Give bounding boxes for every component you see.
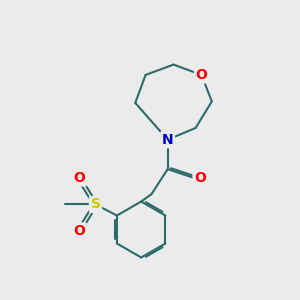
Text: N: N bbox=[162, 133, 173, 147]
Text: O: O bbox=[194, 171, 206, 185]
Text: O: O bbox=[74, 171, 85, 185]
Text: O: O bbox=[196, 68, 208, 82]
Text: O: O bbox=[74, 224, 85, 238]
Text: S: S bbox=[91, 197, 100, 212]
